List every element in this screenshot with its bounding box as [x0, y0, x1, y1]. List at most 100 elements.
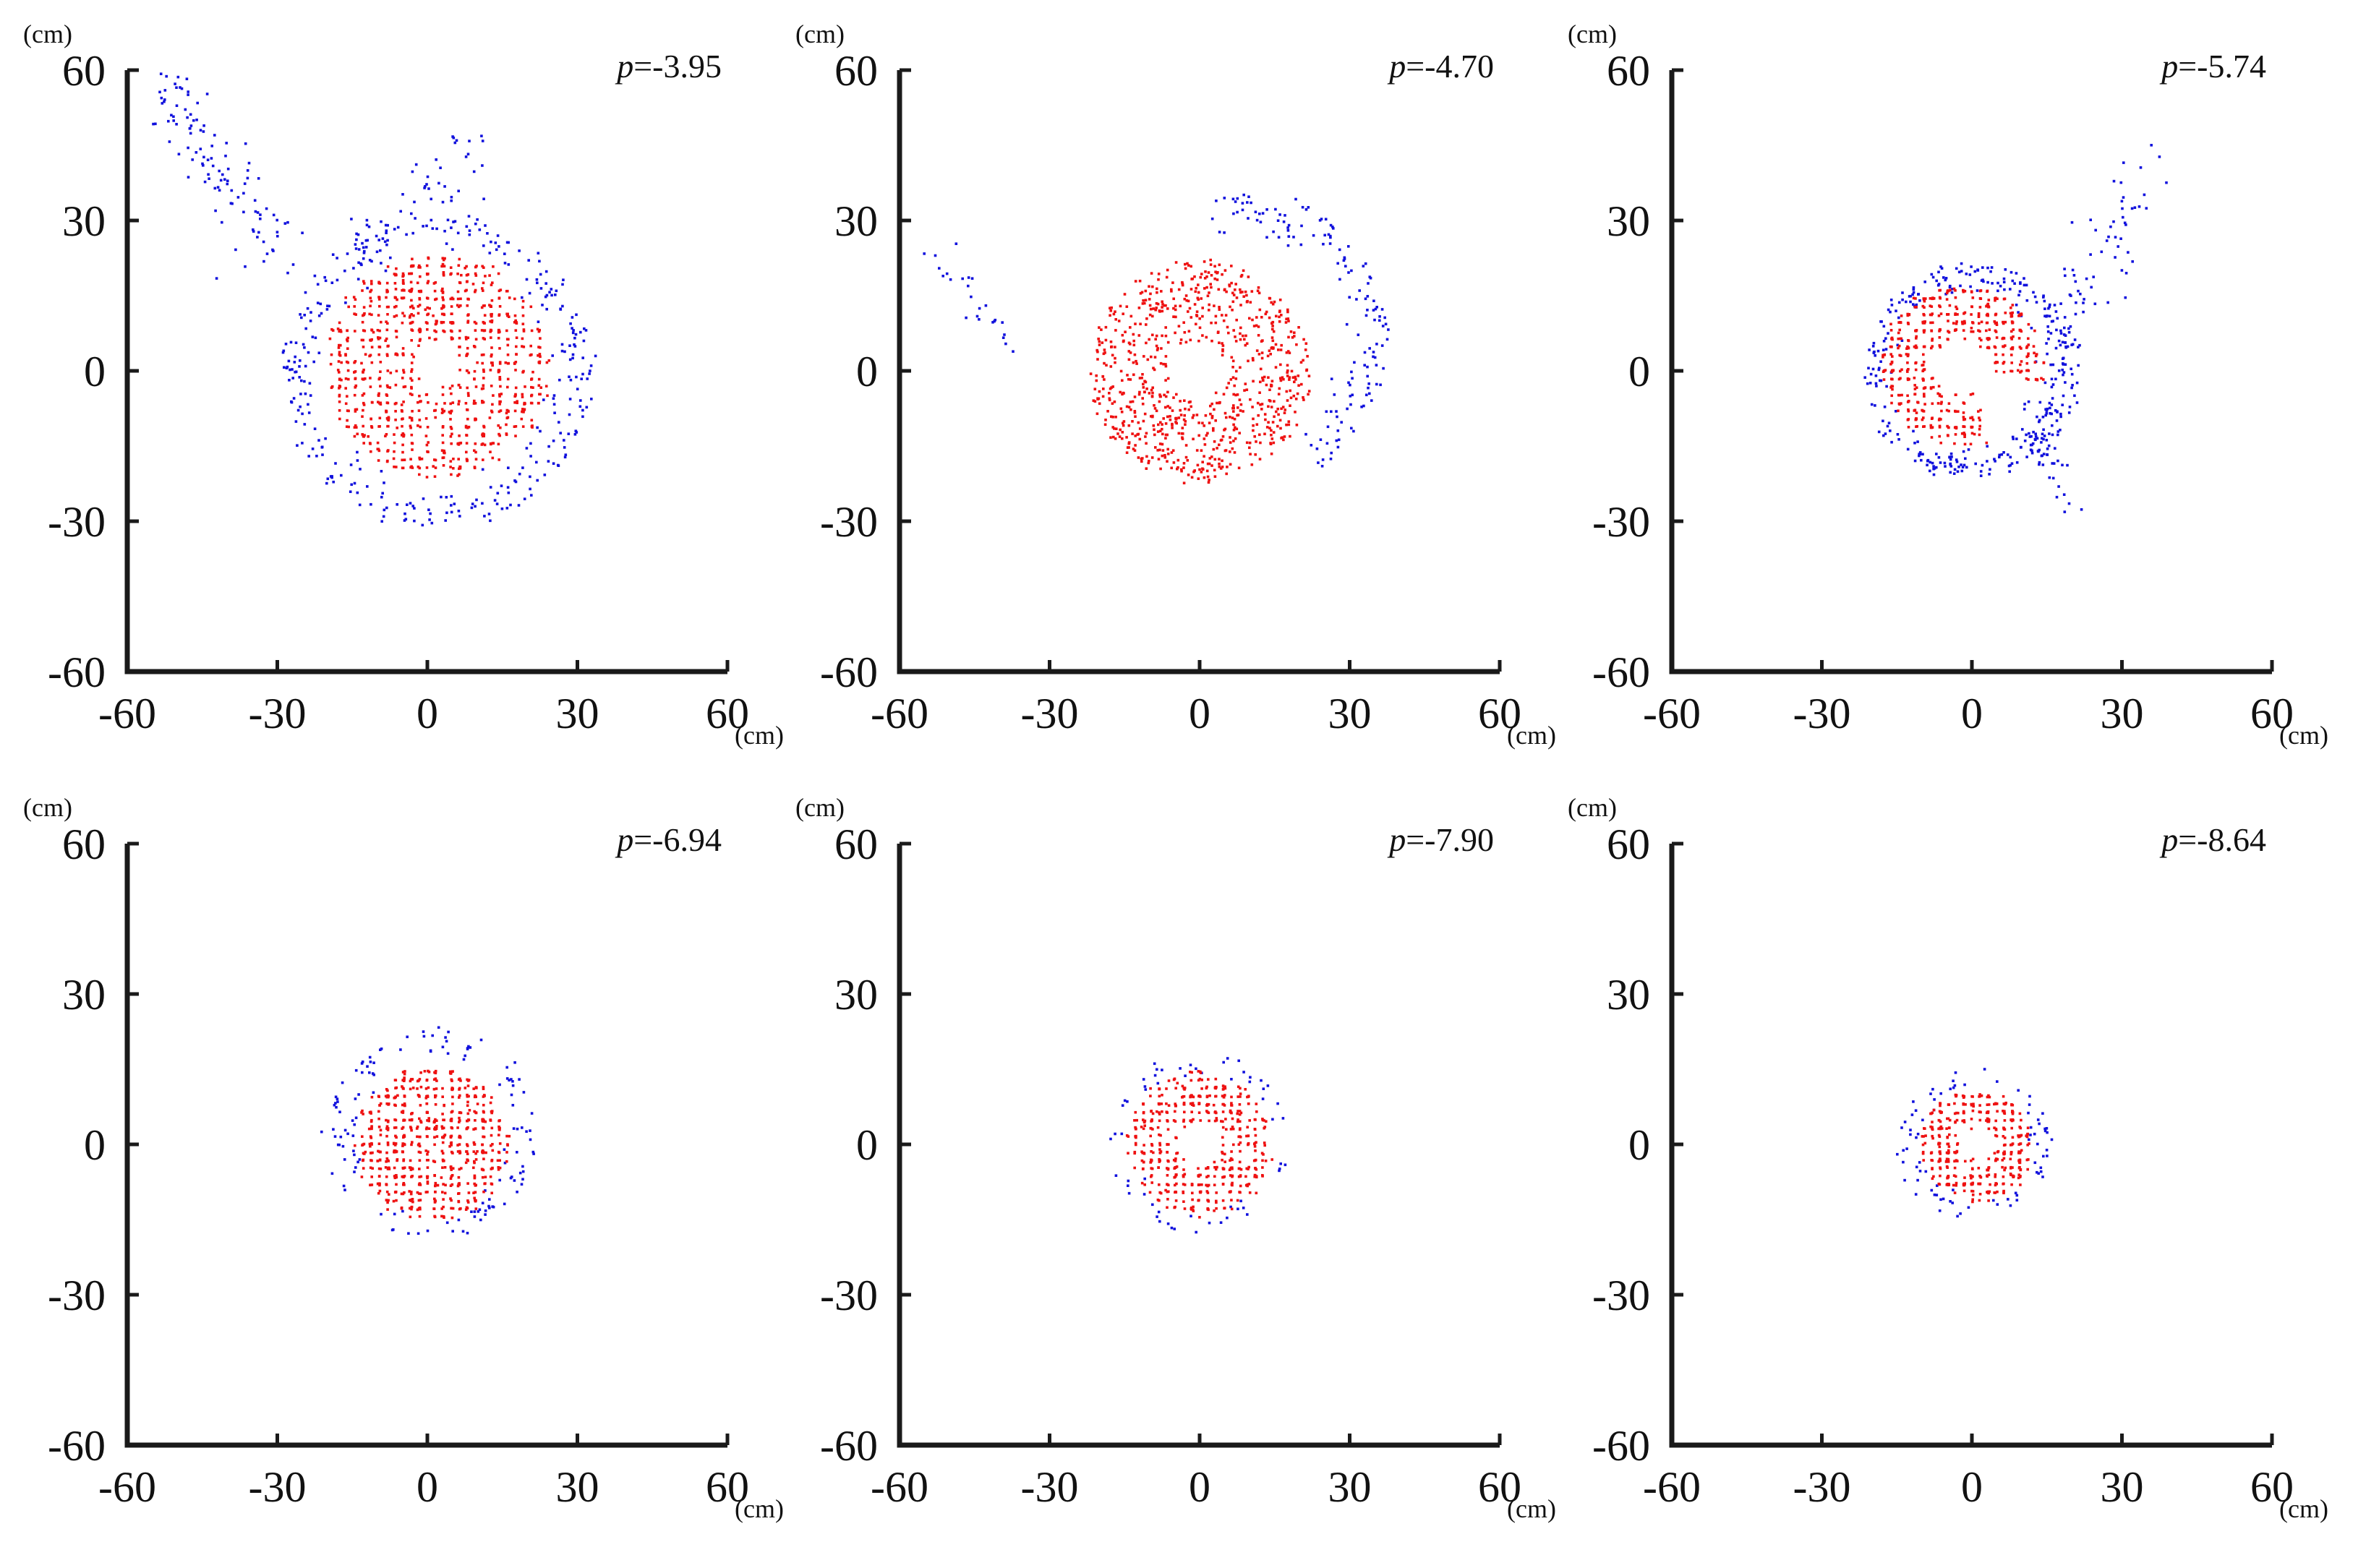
scatter-point	[450, 504, 453, 507]
scatter-point	[1162, 417, 1165, 420]
scatter-point	[1953, 468, 1957, 471]
scatter-point	[547, 445, 550, 448]
scatter-point	[466, 1100, 469, 1104]
scatter-point	[975, 314, 979, 318]
scatter-point	[497, 458, 500, 461]
scatter-point	[1931, 321, 1934, 325]
scatter-point	[1994, 460, 1996, 463]
scatter-point	[1133, 1150, 1137, 1154]
scatter-point	[1970, 327, 1973, 330]
scatter-point	[442, 410, 445, 414]
scatter-point	[1174, 331, 1176, 335]
scatter-point	[1139, 322, 1142, 325]
scatter-point	[1933, 1194, 1936, 1196]
scatter-point	[1911, 293, 1914, 296]
scatter-point	[1947, 330, 1951, 334]
scatter-point	[457, 383, 461, 387]
scatter-point	[1200, 1087, 1203, 1090]
scatter-point	[475, 498, 478, 502]
scatter-point	[2075, 301, 2077, 304]
scatter-point	[2036, 1118, 2040, 1121]
scatter-point	[1174, 1199, 1178, 1202]
scatter-point	[379, 1102, 383, 1105]
scatter-point	[1273, 415, 1276, 419]
scatter-point	[1944, 277, 1948, 280]
scatter-point	[1304, 348, 1307, 351]
scatter-point	[1971, 296, 1975, 299]
x-tick-label: 30	[1328, 1463, 1372, 1511]
scatter-point	[1226, 466, 1229, 468]
scatter-point	[353, 312, 356, 315]
scatter-point	[481, 140, 484, 142]
scatter-point	[1158, 1220, 1161, 1223]
scatter-point	[575, 431, 578, 434]
scatter-point	[1265, 383, 1268, 387]
scatter-point	[2046, 1154, 2049, 1157]
scatter-point	[1191, 1102, 1195, 1105]
scatter-point	[1283, 411, 1286, 414]
scatter-point	[396, 226, 400, 229]
scatter-point	[1929, 304, 1932, 307]
scatter-point	[1918, 299, 1921, 302]
scatter-point	[361, 320, 364, 324]
scatter-point	[548, 291, 551, 294]
scatter-point	[187, 93, 189, 96]
scatter-point	[994, 318, 997, 322]
scatter-point	[1213, 1160, 1216, 1164]
scatter-point	[489, 320, 492, 323]
scatter-point	[448, 1145, 451, 1148]
scatter-point	[418, 1078, 422, 1081]
scatter-point	[1215, 1191, 1218, 1194]
scatter-point	[1306, 355, 1309, 358]
scatter-point	[1337, 438, 1341, 442]
scatter-point	[433, 1197, 436, 1201]
scatter-point	[970, 277, 974, 280]
scatter-point	[1268, 316, 1271, 320]
scatter-point	[1955, 322, 1958, 325]
scatter-point	[2028, 1094, 2031, 1098]
scatter-point	[154, 122, 157, 126]
scatter-point	[330, 476, 333, 479]
scatter-point	[353, 434, 356, 438]
scatter-point	[1218, 443, 1221, 447]
scatter-point	[444, 1183, 447, 1187]
scatter-point	[361, 241, 364, 245]
scatter-point	[352, 267, 355, 270]
scatter-point	[377, 239, 380, 241]
scatter-point	[426, 322, 429, 325]
scatter-point	[525, 1130, 528, 1133]
scatter-point	[1953, 442, 1956, 445]
scatter-point	[1942, 1197, 1945, 1201]
scatter-point	[401, 410, 403, 413]
scatter-point	[1883, 406, 1887, 408]
scatter-point	[1142, 1160, 1145, 1164]
scatter-point	[1164, 363, 1167, 366]
scatter-point	[466, 1047, 469, 1050]
scatter-point	[490, 1158, 494, 1162]
scatter-point	[488, 274, 491, 277]
scatter-point	[2004, 268, 2007, 271]
scatter-point	[479, 1218, 482, 1222]
scatter-point	[450, 427, 453, 430]
scatter-point	[465, 354, 468, 357]
scatter-point	[1153, 368, 1156, 372]
scatter-point	[402, 369, 405, 372]
scatter-point	[1164, 433, 1168, 437]
scatter-point	[2042, 294, 2045, 297]
scatter-point	[1942, 276, 1945, 279]
scatter-point	[411, 231, 414, 235]
scatter-point	[440, 449, 444, 452]
scatter-point	[1187, 408, 1190, 411]
scatter-point	[456, 1150, 460, 1153]
scatter-point	[441, 393, 445, 396]
scatter-point	[2009, 270, 2013, 274]
scatter-point	[1166, 447, 1169, 451]
scatter-point	[1153, 1062, 1156, 1066]
scatter-point	[444, 519, 447, 522]
scatter-point	[437, 1026, 440, 1029]
scatter-point	[418, 1183, 422, 1186]
scatter-point	[1365, 393, 1368, 397]
scatter-point	[175, 86, 178, 89]
scatter-point	[1895, 309, 1897, 312]
scatter-point	[1195, 1230, 1197, 1234]
